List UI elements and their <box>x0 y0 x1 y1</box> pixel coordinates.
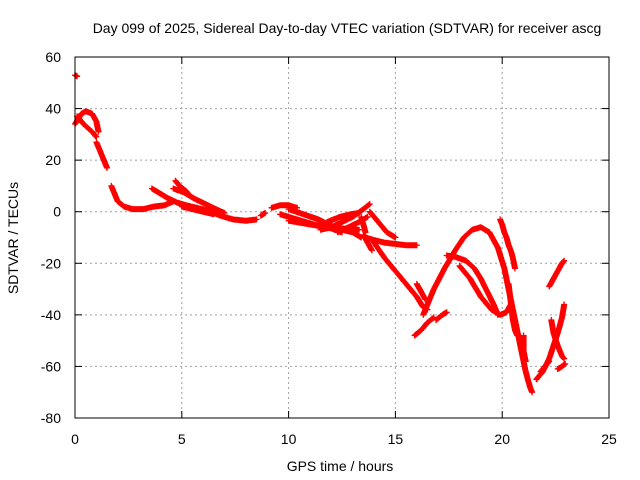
data-track <box>108 182 177 213</box>
data-point-markers <box>548 317 568 362</box>
y-tick-label: 20 <box>45 152 61 168</box>
x-tick-label: 5 <box>178 431 186 447</box>
data-point-markers <box>268 202 301 211</box>
data-track <box>456 262 514 318</box>
y-tick-label: 0 <box>53 204 61 220</box>
plot-border <box>74 56 610 419</box>
data-track <box>178 203 217 218</box>
data-track <box>413 280 429 303</box>
data-point-markers <box>505 280 521 339</box>
grid-lines <box>75 57 609 418</box>
axis-ticks <box>74 56 610 419</box>
data-point-markers <box>257 210 269 219</box>
data-track <box>554 360 569 372</box>
data-track <box>362 234 420 249</box>
data-point-markers <box>537 358 553 375</box>
data-track <box>172 177 194 200</box>
data-track <box>443 252 501 318</box>
data-point-markers <box>546 257 568 290</box>
data-track <box>358 213 369 236</box>
data-track <box>257 210 269 219</box>
data-point-markers <box>554 360 569 372</box>
data-point-markers <box>520 332 529 365</box>
x-tick-label: 25 <box>601 431 617 447</box>
data-track <box>93 139 110 171</box>
data-point-markers <box>456 262 514 318</box>
data-track <box>546 257 568 290</box>
data-point-markers <box>172 177 194 200</box>
x-tick-labels: 0 5 10 15 20 25 <box>71 431 617 447</box>
y-tick-label: -40 <box>41 307 61 323</box>
y-tick-label: -20 <box>41 255 61 271</box>
data-track <box>74 113 100 140</box>
data-track <box>411 314 437 339</box>
data-track <box>505 280 521 339</box>
x-tick-label: 20 <box>494 431 510 447</box>
data-point-markers <box>371 239 431 313</box>
x-axis-label: GPS time / hours <box>287 458 394 474</box>
data-point-markers <box>74 113 100 140</box>
x-tick-label: 0 <box>71 431 79 447</box>
data-point-markers <box>497 216 518 272</box>
data-track <box>371 239 431 313</box>
data-point-markers <box>413 280 429 303</box>
data-track <box>497 216 518 272</box>
data-track <box>268 202 301 211</box>
data-track <box>433 309 450 323</box>
y-axis-label: SDTVAR / TECUs <box>5 182 21 294</box>
data-points <box>72 72 569 396</box>
data-point-markers <box>362 234 420 249</box>
y-tick-labels: -80 -60 -40 -20 0 20 40 60 <box>41 49 61 426</box>
y-tick-label: 60 <box>45 49 61 65</box>
chart-title: Day 099 of 2025, Sidereal Day-to-day VTE… <box>93 20 602 36</box>
y-tick-label: -60 <box>41 358 61 374</box>
data-point-markers <box>93 139 110 171</box>
x-tick-label: 15 <box>388 431 404 447</box>
data-point-markers <box>411 314 437 339</box>
data-point-markers <box>433 309 450 323</box>
data-point-markers <box>366 208 399 241</box>
x-tick-label: 10 <box>281 431 297 447</box>
y-tick-label: -80 <box>41 410 61 426</box>
data-track <box>537 358 553 375</box>
data-track <box>366 208 399 241</box>
data-point-markers <box>324 210 363 225</box>
data-point-markers <box>358 213 369 236</box>
data-track <box>520 332 529 365</box>
y-tick-label: 40 <box>45 101 61 117</box>
data-track <box>548 317 568 362</box>
data-track <box>324 210 363 225</box>
data-point-markers <box>178 203 217 218</box>
data-point-markers <box>443 252 501 318</box>
data-point-markers <box>108 182 177 213</box>
